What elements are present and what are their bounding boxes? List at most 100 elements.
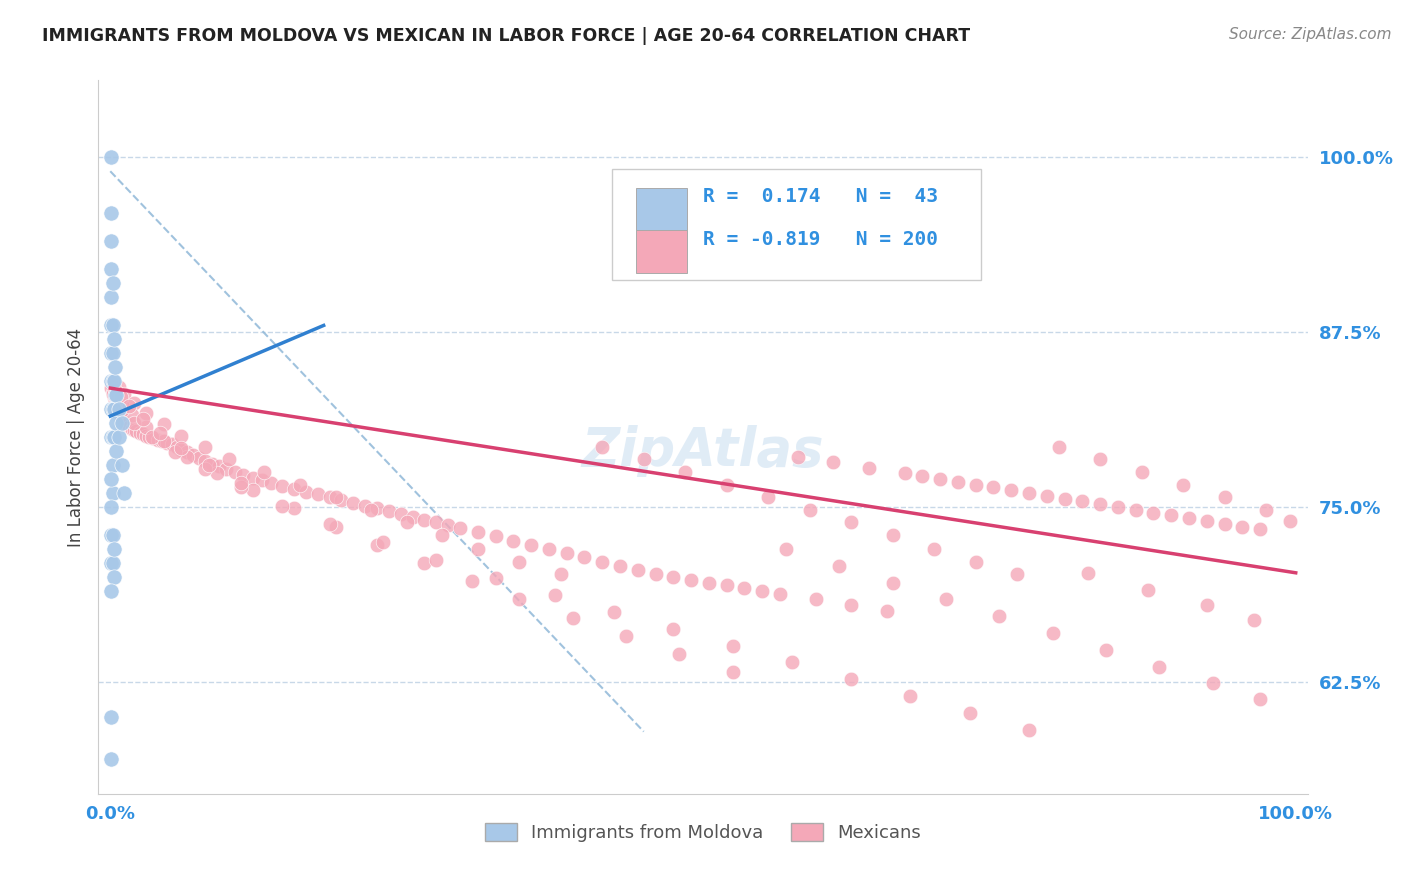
Point xyxy=(734,581,756,595)
Point xyxy=(508,592,530,607)
Point xyxy=(804,592,827,607)
Point xyxy=(614,629,637,643)
Point xyxy=(107,403,129,417)
Point xyxy=(170,428,193,442)
Point xyxy=(922,541,945,556)
Point xyxy=(574,550,596,565)
Point xyxy=(555,546,578,560)
Point xyxy=(170,442,193,457)
Point xyxy=(318,516,340,531)
Point xyxy=(330,493,353,508)
Point xyxy=(1249,523,1271,537)
Point xyxy=(721,665,744,680)
Point xyxy=(111,412,134,426)
Point xyxy=(983,480,1005,494)
Point xyxy=(721,639,744,653)
Point xyxy=(508,555,530,569)
Point xyxy=(295,484,318,499)
Point xyxy=(103,402,125,417)
Point xyxy=(1178,511,1201,525)
Point xyxy=(122,416,145,430)
Point xyxy=(839,598,862,612)
Point xyxy=(716,477,738,491)
Point xyxy=(502,533,524,548)
Text: R = -0.819   N = 200: R = -0.819 N = 200 xyxy=(703,230,938,249)
Point xyxy=(104,388,127,402)
Point xyxy=(1202,676,1225,690)
Point xyxy=(160,437,183,451)
Point xyxy=(1047,440,1070,454)
Point xyxy=(484,571,506,585)
Point xyxy=(389,507,412,521)
Point xyxy=(100,381,122,395)
Point xyxy=(1278,514,1301,528)
Point xyxy=(988,609,1011,624)
Point xyxy=(467,541,489,556)
Point xyxy=(484,529,506,543)
Point xyxy=(152,417,174,432)
Point xyxy=(1071,494,1094,508)
Point xyxy=(437,518,460,533)
Point xyxy=(681,573,703,587)
Point xyxy=(100,472,122,486)
Point xyxy=(103,374,125,388)
Text: ZipAtlas: ZipAtlas xyxy=(582,425,824,477)
Point xyxy=(105,388,128,402)
Point xyxy=(208,459,231,474)
Point xyxy=(366,501,388,516)
FancyBboxPatch shape xyxy=(637,230,688,273)
FancyBboxPatch shape xyxy=(637,187,688,230)
Point xyxy=(839,672,862,686)
Y-axis label: In Labor Force | Age 20-64: In Labor Force | Age 20-64 xyxy=(66,327,84,547)
Point xyxy=(1005,567,1028,582)
Point xyxy=(1136,582,1159,597)
Point xyxy=(716,578,738,592)
Point xyxy=(1213,516,1236,531)
Point xyxy=(609,558,631,573)
Point xyxy=(165,445,187,459)
Point xyxy=(1130,465,1153,479)
Point xyxy=(100,430,122,444)
Point xyxy=(100,234,122,248)
Point xyxy=(176,450,198,464)
Point xyxy=(959,706,981,720)
Point xyxy=(101,528,124,542)
Point xyxy=(537,541,560,556)
Point xyxy=(100,402,122,417)
Point xyxy=(166,440,188,454)
Point xyxy=(1095,642,1118,657)
Point xyxy=(1018,723,1040,737)
Point xyxy=(288,477,311,491)
Point xyxy=(100,346,122,360)
Point xyxy=(101,458,124,472)
Point xyxy=(105,444,128,458)
Point xyxy=(103,390,125,404)
Point xyxy=(242,470,264,484)
Point xyxy=(900,689,922,703)
Point xyxy=(395,516,418,530)
Point xyxy=(100,584,122,599)
Point xyxy=(697,575,720,590)
Point xyxy=(105,401,128,415)
Point xyxy=(101,346,124,360)
Point xyxy=(122,396,145,410)
Point xyxy=(114,486,136,500)
Point xyxy=(194,462,217,476)
Point xyxy=(839,516,862,530)
Point xyxy=(100,752,122,766)
Point xyxy=(662,570,685,584)
Point xyxy=(100,528,122,542)
Point xyxy=(146,433,169,447)
Point xyxy=(751,584,773,599)
Point xyxy=(104,383,127,397)
Point xyxy=(1195,514,1218,528)
Point xyxy=(197,458,219,472)
Point xyxy=(965,477,987,491)
Point xyxy=(946,475,969,489)
Point xyxy=(360,503,382,517)
Point xyxy=(114,415,136,429)
Point xyxy=(104,360,127,375)
Point xyxy=(929,472,952,486)
Point xyxy=(1000,483,1022,498)
Point xyxy=(1213,490,1236,504)
